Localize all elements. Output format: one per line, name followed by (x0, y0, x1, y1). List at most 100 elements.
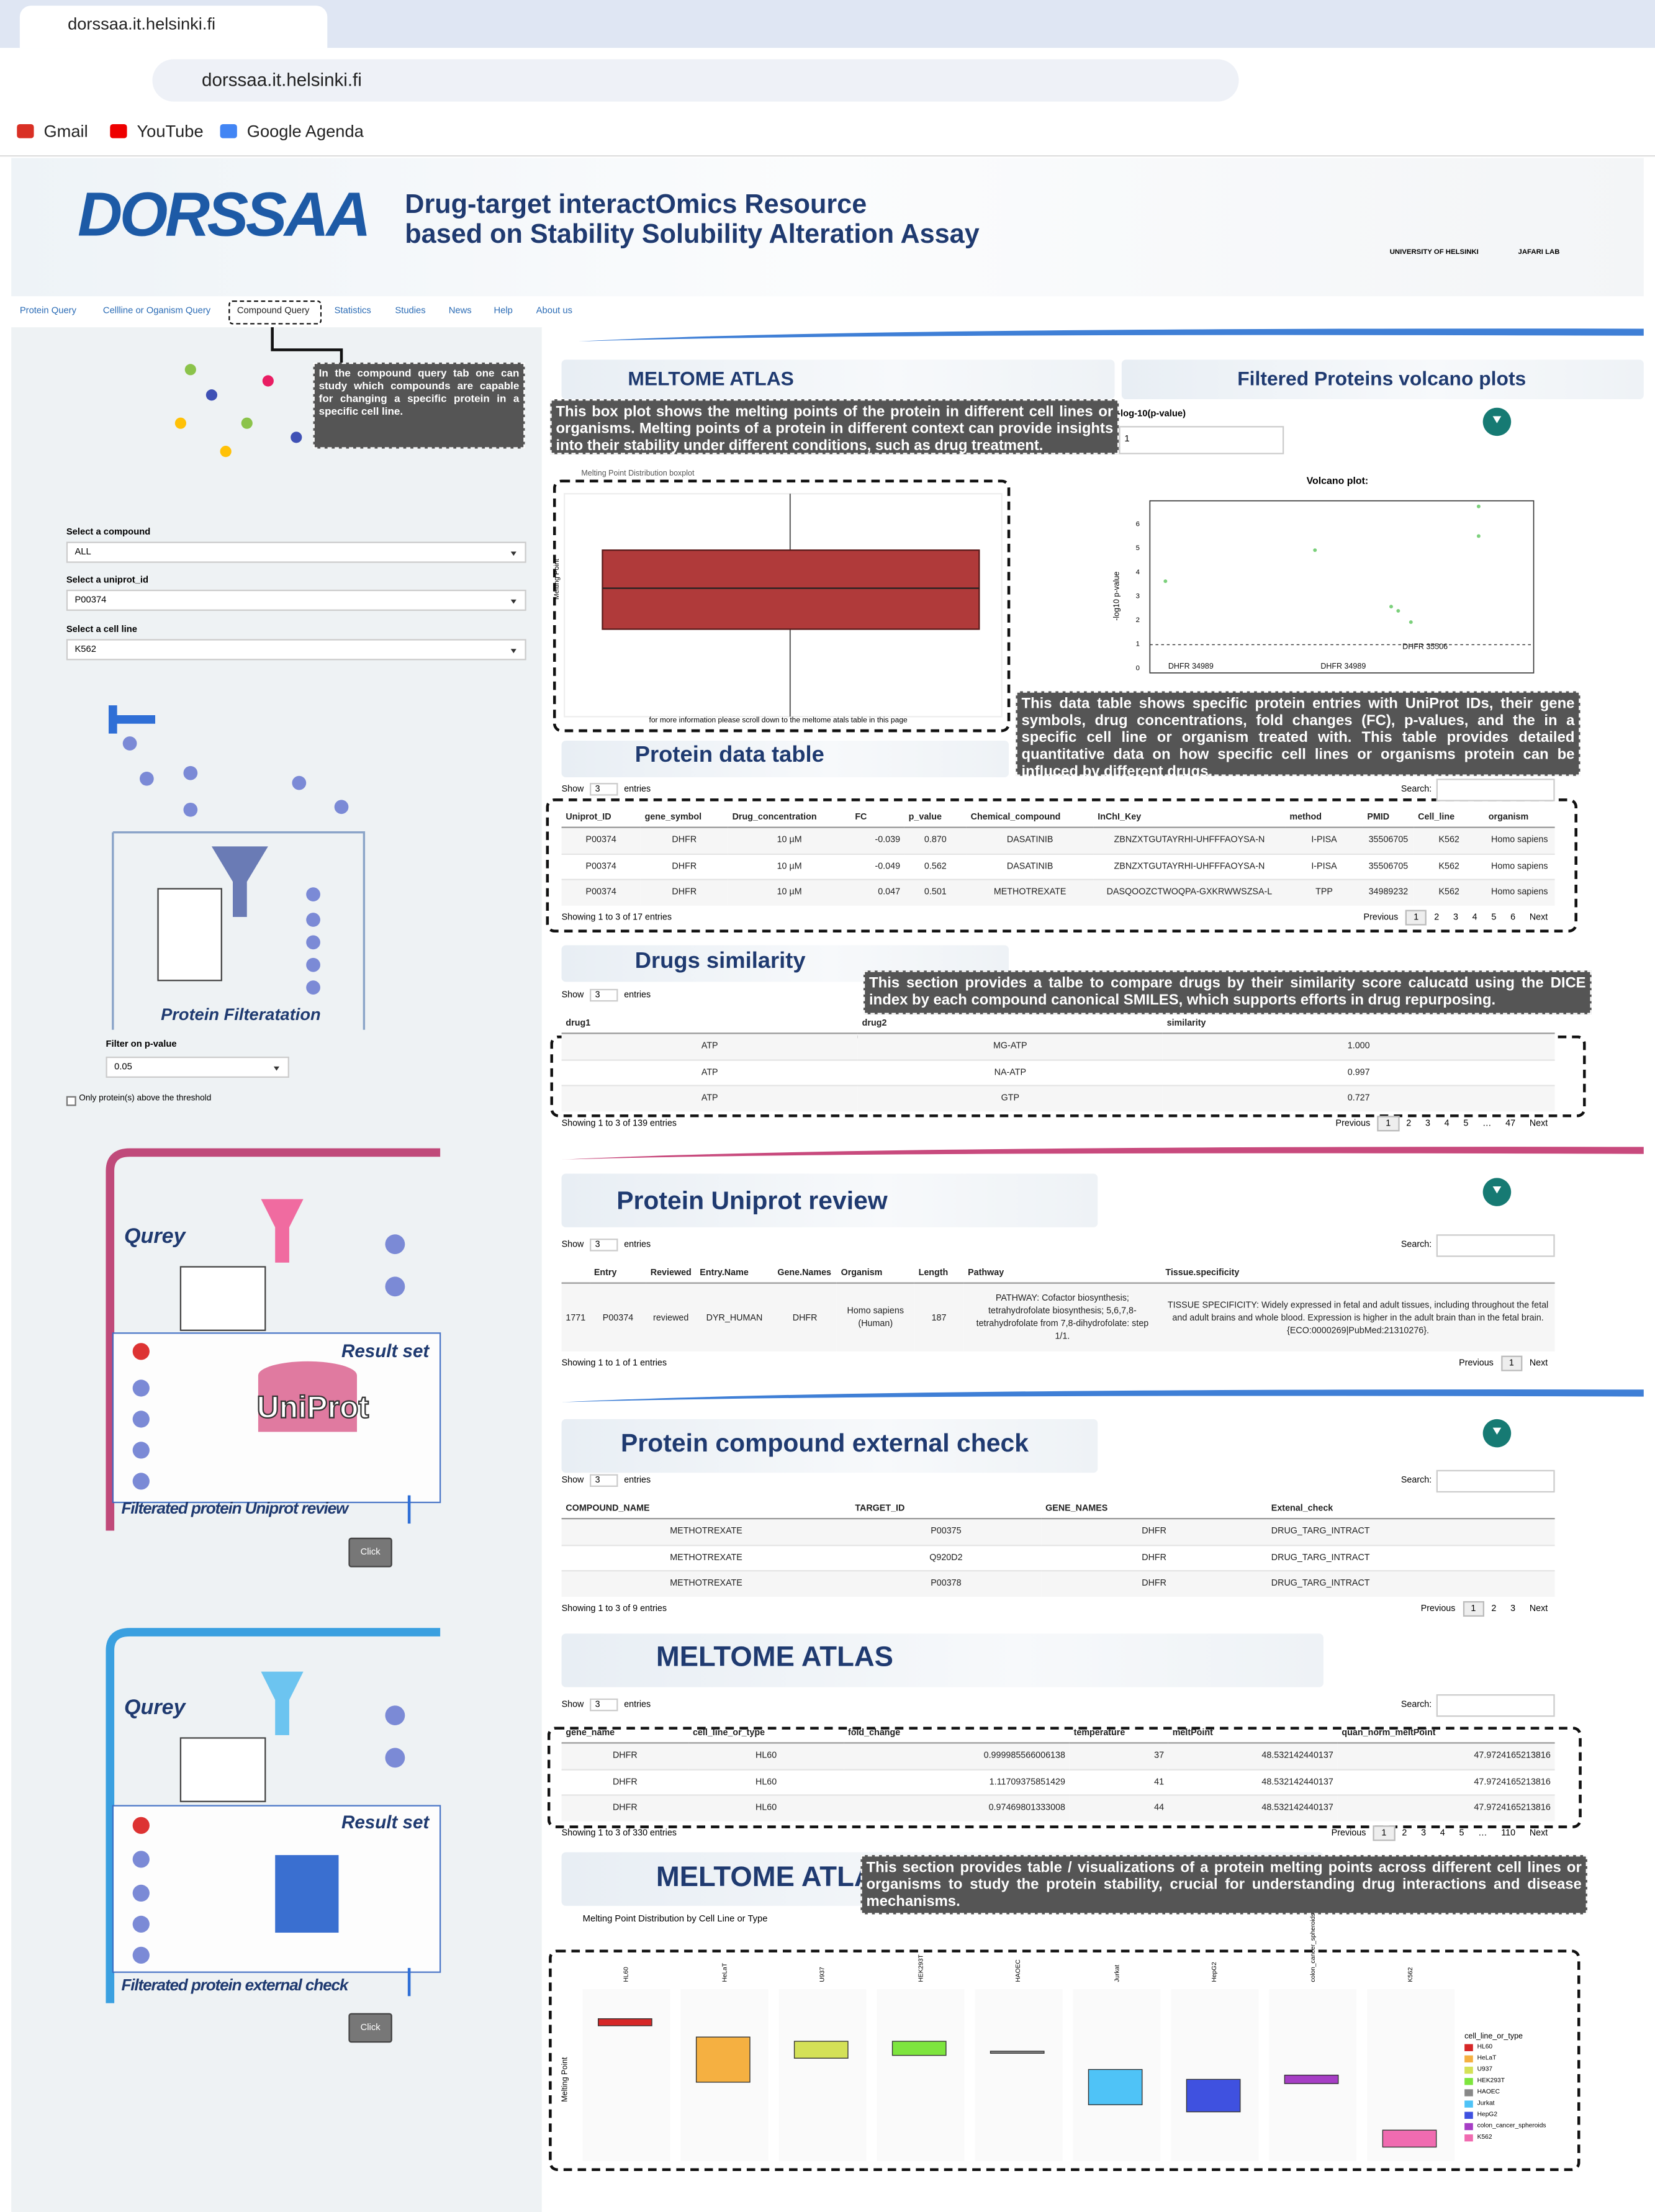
column-header[interactable]: FC (850, 808, 904, 828)
page-button[interactable]: 1 (1377, 1115, 1399, 1131)
column-header[interactable]: gene_name (561, 1723, 689, 1744)
page-button[interactable]: 1 (1500, 1355, 1523, 1371)
page-button[interactable]: 1 (1373, 1825, 1395, 1841)
page-button[interactable]: Next (1529, 1117, 1548, 1128)
nav-tab[interactable]: Statistics (334, 306, 371, 316)
pagination: Previous 1 2 3 4 5 6 Next (1356, 909, 1554, 925)
search-input[interactable] (1436, 1234, 1555, 1257)
page-button[interactable]: Previous (1459, 1358, 1494, 1369)
column-header[interactable]: Chemical_compound (966, 808, 1094, 828)
column-header[interactable]: organism (1484, 808, 1555, 828)
page-button[interactable]: 5 (1459, 1827, 1464, 1838)
page-button[interactable]: Next (1529, 1603, 1548, 1614)
tab[interactable] (19, 6, 328, 48)
page-button[interactable]: 6 (1510, 912, 1516, 922)
nav-tab[interactable]: News (448, 306, 472, 316)
column-header[interactable]: TARGET_ID (850, 1499, 1042, 1520)
page-button[interactable]: 1 (1405, 909, 1427, 925)
download-button[interactable] (1482, 1419, 1512, 1448)
search-input[interactable] (1436, 1694, 1555, 1717)
column-header[interactable]: Tissue.specificity (1161, 1263, 1555, 1284)
column-header[interactable]: Gene.Names (773, 1263, 837, 1284)
entries-select[interactable]: 3 (589, 1474, 619, 1487)
search-input[interactable] (1436, 779, 1555, 801)
column-header[interactable]: Uniprot_ID (561, 808, 641, 828)
pagination: Previous 1 2 3 4 5 … 110 Next (1324, 1825, 1554, 1841)
table-cell: 0.997 (1162, 1059, 1555, 1086)
column-header[interactable]: fold_change (844, 1723, 1070, 1744)
page-button[interactable]: … (1482, 1117, 1492, 1128)
input[interactable]: 1 (1119, 426, 1284, 454)
page-button[interactable]: Next (1529, 912, 1548, 922)
page-button[interactable]: 3 (1453, 912, 1458, 922)
column-header[interactable]: cell_line_or_type (688, 1723, 844, 1744)
column-header[interactable]: GENE_NAMES (1041, 1499, 1267, 1520)
page-button[interactable]: 47 (1505, 1117, 1516, 1128)
column-header[interactable]: InChI_Key (1093, 808, 1286, 828)
column-header[interactable]: temperature (1069, 1723, 1168, 1744)
page-button[interactable]: 3 (1421, 1827, 1427, 1838)
address-bar[interactable] (152, 59, 1239, 102)
select[interactable]: K562 (66, 639, 526, 661)
page-button[interactable]: 2 (1402, 1827, 1407, 1838)
download-button[interactable] (1482, 407, 1512, 436)
page-button[interactable]: 5 (1463, 1117, 1469, 1128)
page-button[interactable]: Previous (1335, 1117, 1371, 1128)
nav-tab[interactable]: Cellline or Oganism Query (102, 306, 211, 316)
download-button[interactable] (1482, 1178, 1512, 1206)
select[interactable]: 0.05 (106, 1056, 289, 1078)
page-button[interactable]: 2 (1406, 1117, 1412, 1128)
page-button[interactable]: 4 (1472, 912, 1477, 922)
nav-tab[interactable]: Compound Query (237, 306, 310, 316)
page-button[interactable]: 3 (1510, 1603, 1516, 1614)
page-button[interactable]: 2 (1491, 1603, 1497, 1614)
select[interactable]: P00374 (66, 589, 526, 611)
search-input[interactable] (1436, 1469, 1555, 1493)
entries-select[interactable]: 3 (589, 783, 619, 796)
button[interactable]: Click (348, 2013, 392, 2043)
column-header[interactable]: drug2 (857, 1014, 1163, 1034)
page-button[interactable]: 4 (1440, 1827, 1445, 1838)
page-button[interactable]: 4 (1444, 1117, 1450, 1128)
column-header[interactable]: gene_symbol (640, 808, 728, 828)
select[interactable]: ALL (66, 541, 526, 563)
checkbox[interactable] (66, 1096, 76, 1106)
page-button[interactable]: Previous (1420, 1603, 1456, 1614)
button[interactable]: Click (348, 1537, 392, 1568)
column-header[interactable]: Organism (836, 1263, 914, 1284)
entries-select[interactable]: 3 (589, 1698, 619, 1712)
entries-select[interactable]: 3 (589, 988, 619, 1002)
page-button[interactable]: 1 (1462, 1600, 1485, 1616)
column-header[interactable] (561, 1263, 590, 1284)
column-header[interactable]: Reviewed (646, 1263, 696, 1284)
page-button[interactable]: Previous (1331, 1827, 1366, 1838)
column-header[interactable]: Extenal_check (1266, 1499, 1555, 1520)
column-header[interactable]: similarity (1162, 1014, 1555, 1034)
column-header[interactable]: quan_norm_meltPoint (1337, 1723, 1555, 1744)
page-button[interactable]: 110 (1501, 1827, 1516, 1838)
page-button[interactable]: Previous (1363, 912, 1399, 922)
column-header[interactable]: PMID (1363, 808, 1414, 828)
column-header[interactable]: Length (914, 1263, 964, 1284)
page-button[interactable]: 5 (1491, 912, 1497, 922)
column-header[interactable]: Drug_concentration (728, 808, 851, 828)
nav-tab[interactable]: About us (536, 306, 573, 316)
column-header[interactable]: COMPOUND_NAME (561, 1499, 851, 1520)
column-header[interactable]: Cell_line (1414, 808, 1484, 828)
column-header[interactable]: Entry.Name (695, 1263, 773, 1284)
column-header[interactable]: Entry (590, 1263, 646, 1284)
nav-tab[interactable]: Studies (395, 306, 426, 316)
page-button[interactable]: … (1478, 1827, 1487, 1838)
nav-tab[interactable]: Protein Query (19, 306, 76, 316)
entries-select[interactable]: 3 (589, 1239, 619, 1252)
column-header[interactable]: drug1 (561, 1014, 858, 1034)
page-button[interactable]: 2 (1434, 912, 1440, 922)
column-header[interactable]: p_value (904, 808, 967, 828)
page-button[interactable]: Next (1529, 1358, 1548, 1369)
page-button[interactable]: Next (1529, 1827, 1548, 1838)
column-header[interactable]: Pathway (963, 1263, 1161, 1284)
column-header[interactable]: meltPoint (1168, 1723, 1338, 1744)
page-button[interactable]: 3 (1425, 1117, 1430, 1128)
column-header[interactable]: method (1285, 808, 1363, 828)
nav-tab[interactable]: Help (494, 306, 513, 316)
